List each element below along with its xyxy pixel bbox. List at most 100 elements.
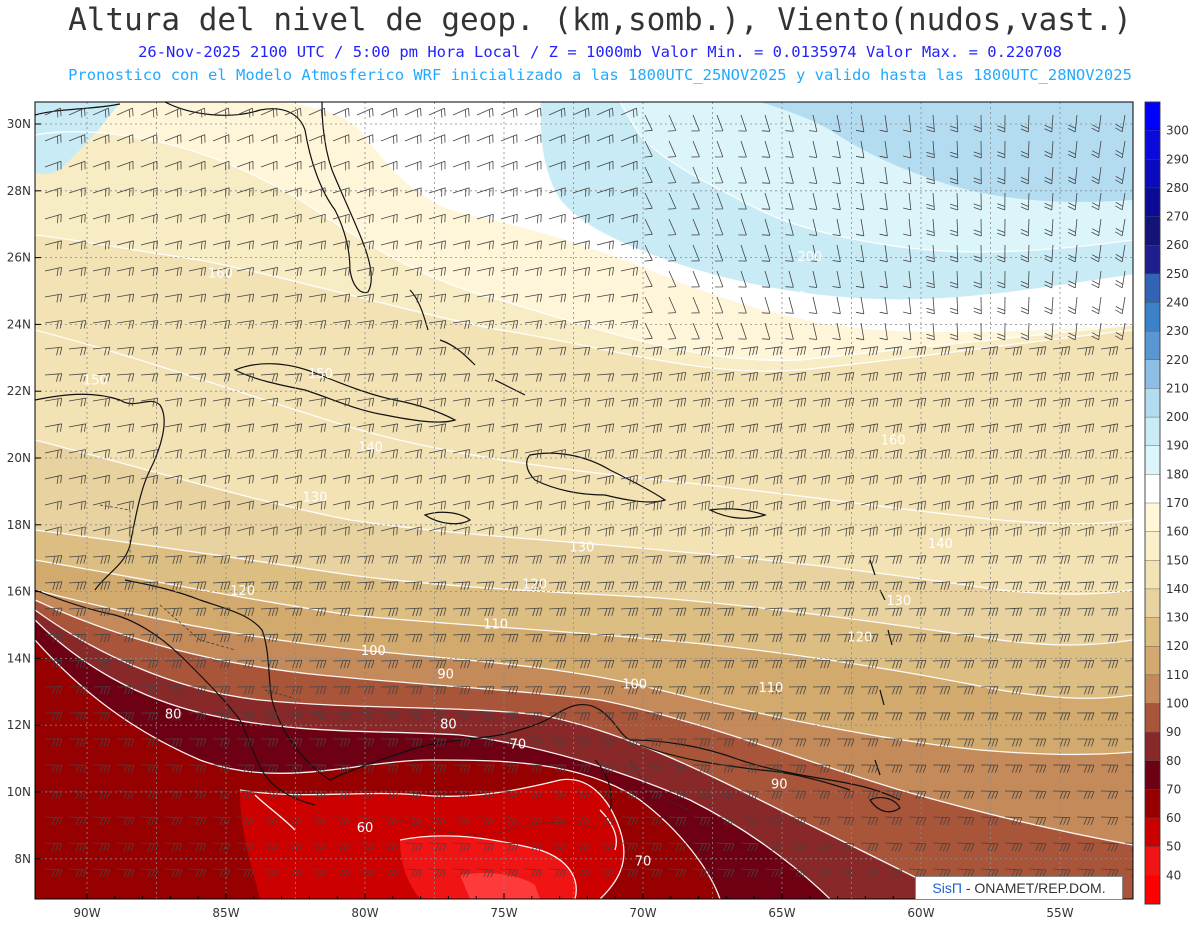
wind-barb: [855, 114, 865, 133]
wind-barb: [236, 240, 254, 250]
wind-barb: [284, 320, 303, 329]
wind-barb: [68, 267, 86, 277]
wind-barb: [956, 790, 975, 799]
wind-barb: [92, 868, 111, 878]
wind-barb: [188, 526, 206, 536]
wind-barb: [812, 581, 831, 591]
wind-barb: [500, 134, 518, 144]
wind-barb: [714, 166, 724, 184]
wind-barb: [44, 449, 62, 459]
wind-barb: [691, 296, 700, 314]
colorbar-label: 200: [1166, 410, 1189, 424]
wind-barb: [812, 397, 831, 408]
wind-barb: [548, 213, 566, 224]
wind-barb: [476, 555, 495, 565]
contour-label: 70: [635, 854, 652, 869]
wind-barb: [980, 686, 999, 695]
wind-barb: [1028, 346, 1047, 356]
wind-barb: [1100, 868, 1119, 878]
wind-barb: [140, 320, 159, 329]
wind-barb: [667, 296, 677, 314]
wind-barb: [1004, 790, 1023, 799]
wind-barb: [164, 764, 183, 773]
wind-barb: [476, 686, 495, 695]
wind-barb: [356, 474, 374, 485]
wind-barb: [908, 790, 927, 799]
wind-barb: [1028, 816, 1047, 826]
wind-barb: [164, 816, 183, 826]
wind-barb: [836, 868, 855, 878]
wind-barb: [260, 633, 279, 643]
wind-barb: [908, 346, 927, 356]
wind-barb: [1028, 581, 1047, 591]
wind-barb: [44, 764, 63, 773]
wind-barb: [738, 218, 747, 236]
wind-barb: [380, 267, 398, 277]
lat-label: 18N: [7, 518, 31, 532]
lat-label: 8N: [14, 852, 31, 866]
wind-barb: [832, 114, 841, 133]
contour-label: 80: [165, 708, 182, 723]
wind-barb: [691, 166, 700, 184]
wind-barb: [860, 686, 879, 695]
wind-barb: [620, 373, 639, 382]
wind-barb: [44, 816, 63, 826]
wind-barb: [548, 868, 567, 878]
wind-barb: [1028, 790, 1047, 799]
wind-barb: [716, 686, 735, 695]
wind-barb: [524, 764, 543, 773]
wind-barb: [548, 160, 566, 171]
wind-barb: [956, 660, 975, 669]
wind-barb: [716, 346, 735, 356]
wind-barb: [572, 134, 590, 144]
wind-barb: [236, 607, 255, 617]
wind-barb: [812, 607, 831, 617]
contour-label: 100: [361, 644, 386, 659]
wind-barb: [116, 868, 135, 878]
colorbar-label: 220: [1166, 353, 1189, 367]
wind-barb: [404, 373, 423, 382]
wind-barb: [836, 842, 855, 852]
wind-barb: [788, 500, 806, 511]
wind-barb: [1044, 192, 1054, 211]
colorbar-label: 170: [1166, 496, 1189, 510]
wind-barb: [332, 660, 351, 669]
wind-barb: [644, 372, 663, 382]
wind-barb: [572, 607, 591, 617]
wind-barb: [788, 816, 807, 826]
wind-barb: [68, 320, 87, 329]
wind-barb: [692, 842, 711, 852]
wind-barb: [1028, 712, 1047, 721]
wind-barb: [620, 213, 638, 224]
wind-barb: [333, 738, 351, 747]
wind-barb: [237, 738, 255, 747]
wind-barb: [92, 187, 110, 197]
wind-barb: [164, 320, 183, 329]
wind-barb: [452, 213, 470, 224]
lon-label: 60W: [907, 906, 934, 920]
wind-barb: [884, 346, 903, 356]
wind-barb: [116, 607, 135, 617]
wind-barb: [956, 581, 975, 591]
colorbar-label: 210: [1166, 381, 1189, 395]
colorbar-swatch: [1144, 731, 1161, 762]
wind-barb: [68, 581, 87, 591]
jamaica: [423, 511, 472, 525]
wind-barb: [356, 346, 375, 356]
wind-barb: [1004, 423, 1023, 434]
wind-barb: [44, 107, 62, 118]
wind-barb: [668, 500, 686, 511]
wind-barb: [738, 140, 747, 158]
wind-barb: [691, 140, 700, 158]
wind-barb: [884, 526, 902, 537]
wind-barb: [476, 790, 495, 799]
wind-barb: [949, 218, 959, 237]
wind-barb: [356, 423, 375, 433]
wind-barb: [714, 140, 724, 158]
wind-barb: [260, 686, 279, 695]
wind-barb: [236, 160, 254, 171]
wind-barb: [620, 555, 639, 565]
wind-barb: [596, 607, 615, 617]
wind-barb: [476, 373, 495, 382]
wind-barb: [908, 633, 927, 643]
